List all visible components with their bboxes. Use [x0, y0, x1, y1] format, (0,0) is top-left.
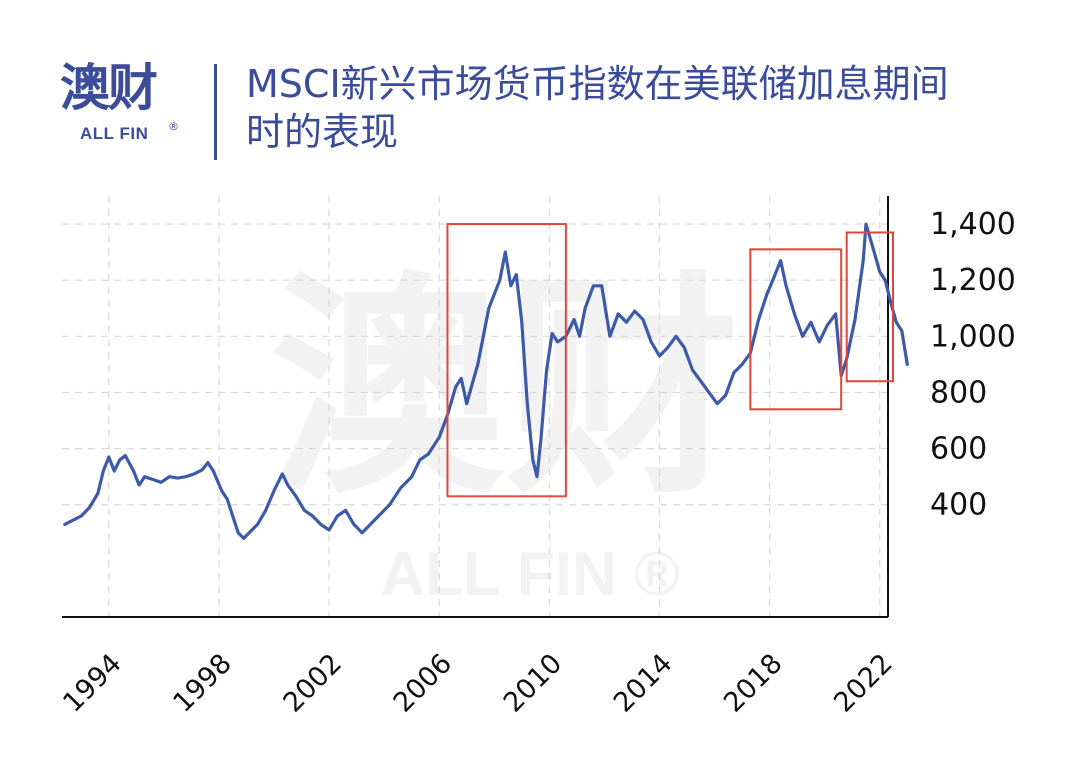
y-tick-label: 600 — [930, 432, 987, 467]
x-tick-label: 2002 — [278, 648, 349, 719]
chart-title: MSCI新兴市场货币指数在美联储加息期间时的表现 — [246, 62, 949, 154]
x-tick-label: 2018 — [718, 648, 789, 719]
watermark-en: ALL FIN ® — [380, 540, 679, 609]
highlight-box-2 — [749, 248, 843, 411]
x-tick-label: 1994 — [57, 648, 128, 719]
x-tick-label: 2014 — [608, 648, 679, 719]
highlight-box-1 — [446, 223, 567, 498]
x-tick-label: 2006 — [388, 648, 459, 719]
highlight-box-3 — [845, 231, 895, 383]
x-tick-label: 1998 — [167, 648, 238, 719]
y-tick-label: 800 — [930, 375, 987, 410]
y-tick-label: 1,200 — [930, 263, 1016, 298]
msci-em-currency-line — [63, 222, 909, 540]
x-tick-label: 2022 — [828, 648, 899, 719]
y-tick-label: 1,000 — [930, 319, 1016, 354]
brand-name-cn: 澳财 — [60, 59, 158, 117]
brand-name-en: ALL FIN — [80, 124, 149, 143]
brand-logo: 澳财 ALL FIN ® — [60, 58, 190, 158]
y-tick-label: 400 — [930, 488, 987, 523]
watermark-cn: 澳财 — [270, 253, 740, 526]
y-tick-label: 1,400 — [930, 207, 1016, 242]
registered-mark: ® — [168, 120, 179, 133]
x-tick-label: 2010 — [498, 648, 569, 719]
title-divider — [214, 64, 217, 160]
